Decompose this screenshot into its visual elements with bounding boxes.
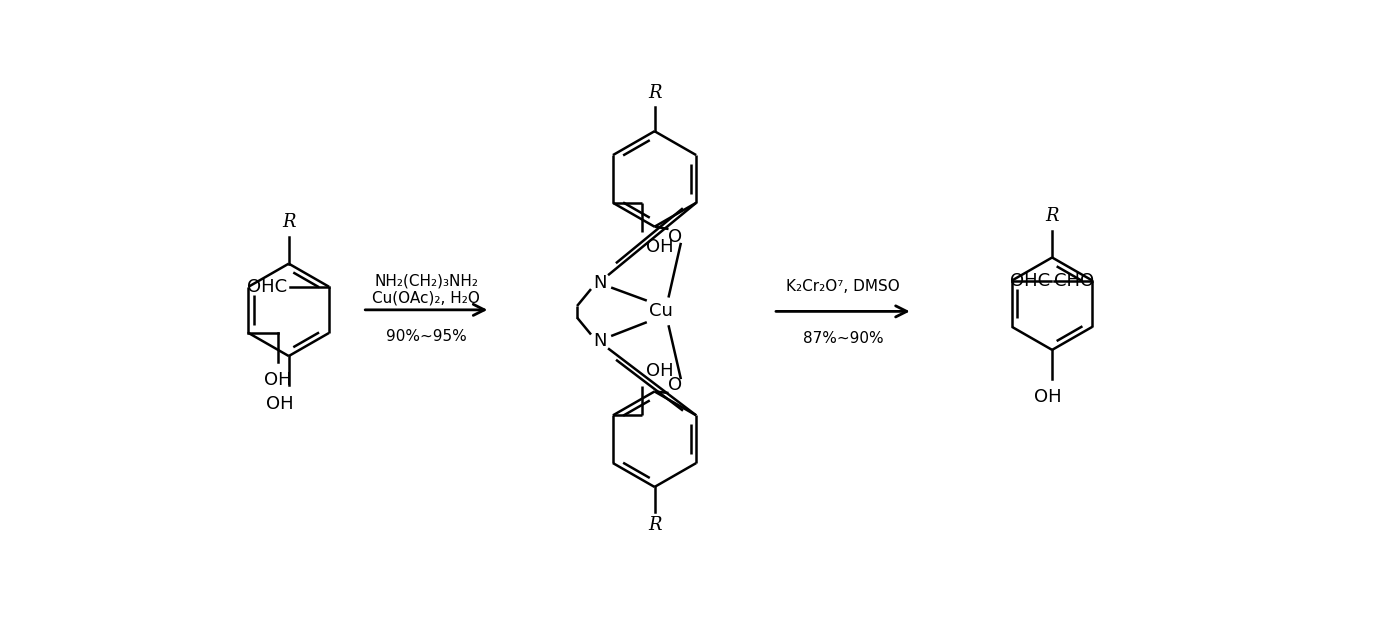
Text: OHC: OHC [1010,272,1050,289]
Text: O: O [668,376,682,394]
Text: OH: OH [1035,388,1063,406]
Text: K₂Cr₂O⁷, DMSO: K₂Cr₂O⁷, DMSO [787,279,900,294]
Text: R: R [1046,207,1058,225]
Text: 87%~90%: 87%~90% [803,331,883,346]
Text: OH: OH [646,238,673,256]
Text: 90%~95%: 90%~95% [386,329,466,344]
Text: Cu: Cu [649,302,672,321]
Text: R: R [647,84,661,102]
Text: CHO: CHO [1054,272,1094,289]
Text: O: O [668,228,682,246]
Text: R: R [647,516,661,534]
Text: NH₂(CH₂)₃NH₂: NH₂(CH₂)₃NH₂ [374,273,479,288]
Text: OH: OH [646,362,673,380]
Text: OH: OH [264,371,291,389]
Text: N: N [593,274,607,292]
Text: OH: OH [265,394,294,412]
Text: N: N [593,332,607,349]
Text: Cu(OAc)₂, H₂O: Cu(OAc)₂, H₂O [373,290,480,305]
Text: R: R [282,213,295,231]
Text: OHC: OHC [247,278,287,296]
